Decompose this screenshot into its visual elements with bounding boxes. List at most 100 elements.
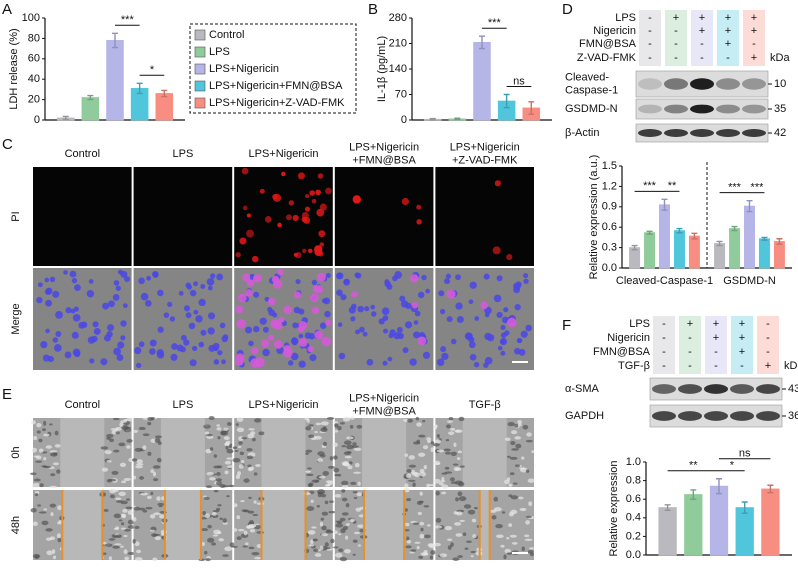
nucleus [525, 324, 533, 332]
y-tick-label: 0.4 [626, 512, 641, 524]
cell [224, 460, 232, 465]
nucleus [262, 326, 269, 333]
cell [50, 452, 58, 457]
lane-shade [679, 316, 701, 374]
image-panel [33, 268, 132, 370]
pi-cell [236, 318, 247, 329]
cell [247, 467, 253, 472]
nucleus [309, 354, 317, 362]
cell [333, 429, 339, 433]
cell [419, 500, 424, 504]
cell [355, 507, 362, 512]
y-tick-label: 0.0 [626, 549, 641, 561]
cell [146, 495, 152, 500]
cell [418, 555, 424, 559]
cell [134, 557, 143, 561]
cell [106, 459, 112, 463]
scratch [261, 418, 306, 487]
nucleus [55, 331, 62, 337]
significance-label: *** [728, 182, 742, 194]
cell [334, 423, 339, 428]
cell [504, 437, 511, 441]
nucleus [207, 285, 213, 291]
cell [110, 428, 117, 431]
cell [424, 534, 431, 539]
cell [356, 492, 363, 497]
cell [419, 533, 425, 539]
cell [439, 553, 447, 558]
cell [154, 536, 161, 541]
cell [495, 534, 504, 538]
legend-swatch [194, 97, 206, 109]
cell [123, 549, 128, 555]
cell [113, 527, 119, 530]
cell [222, 518, 227, 524]
cell [109, 438, 114, 443]
cell [408, 455, 415, 460]
nucleus [336, 289, 343, 296]
treatment-mark: - [674, 52, 678, 64]
nucleus [71, 277, 78, 284]
cell [435, 490, 440, 496]
nucleus [422, 351, 431, 359]
cell [343, 451, 352, 455]
cell [457, 491, 463, 497]
y-tick-label: 0.0 [602, 262, 617, 274]
bar [729, 228, 741, 269]
cell [340, 422, 345, 425]
nucleus [163, 312, 170, 318]
bar [473, 42, 491, 121]
cell [123, 534, 128, 538]
treatment-mark: + [713, 318, 719, 330]
cell [101, 467, 109, 472]
legend-swatch [194, 46, 206, 58]
cell [445, 424, 451, 429]
cell [132, 458, 138, 462]
treatment-mark: - [662, 360, 666, 372]
cell [35, 455, 42, 460]
image-panel [334, 167, 434, 266]
cell [447, 545, 452, 550]
cell [470, 555, 474, 558]
image-panel [231, 489, 336, 560]
nucleus [198, 298, 206, 307]
cell [427, 439, 431, 444]
cell [436, 434, 440, 438]
treatment-mark: - [714, 360, 718, 372]
nucleus [103, 334, 111, 342]
pi-cell [277, 268, 284, 276]
nucleus [413, 320, 419, 325]
nucleus [193, 281, 198, 287]
y-tick-label: 60 [28, 53, 40, 65]
cell [320, 454, 326, 458]
cell [349, 424, 354, 429]
cell [115, 431, 120, 435]
cell [404, 483, 409, 488]
y-tick-label: 100 [22, 12, 40, 24]
blot-label: GSDMD-N [565, 103, 618, 115]
cell [414, 541, 421, 544]
cell [334, 473, 339, 477]
nucleus [178, 290, 184, 296]
bar [629, 247, 641, 269]
cell [448, 417, 454, 421]
cell [120, 545, 124, 548]
cell [216, 424, 221, 427]
cell [46, 550, 53, 556]
cell [337, 426, 342, 431]
cell [248, 523, 257, 528]
cell [339, 517, 346, 522]
band [742, 104, 766, 114]
nucleus [200, 329, 207, 336]
cell [112, 417, 120, 421]
band [704, 384, 728, 394]
cell [56, 533, 61, 539]
cell [142, 509, 148, 513]
cell [325, 530, 334, 534]
cell [133, 475, 137, 480]
cell [112, 489, 120, 492]
cell [457, 450, 462, 454]
y-axis-label: LDH release (%) [8, 28, 20, 109]
cell [504, 548, 511, 554]
cell [233, 503, 238, 508]
